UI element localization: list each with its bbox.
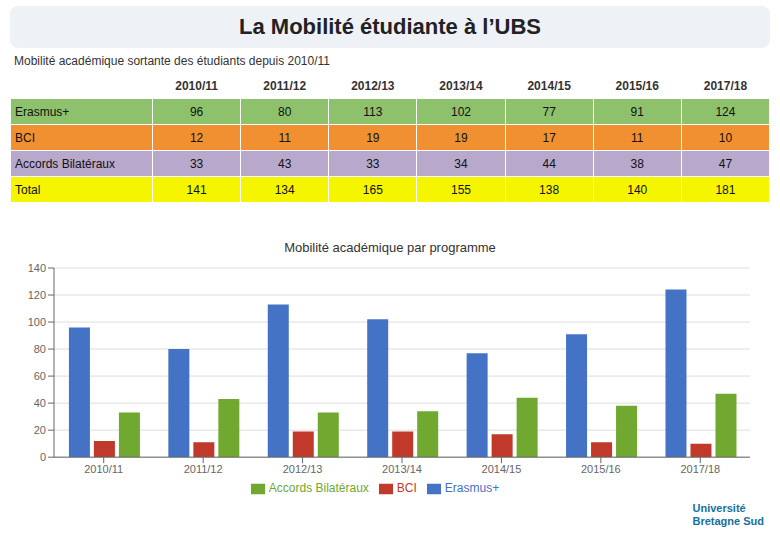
html-text:138: 138: [539, 182, 560, 197]
html-text:38: 38: [630, 156, 644, 171]
svg-text:2017/18: 2017/18: [680, 463, 720, 475]
html-text:19: 19: [366, 130, 380, 145]
svg-text:0: 0: [40, 451, 46, 463]
html-text:11: 11: [278, 130, 291, 145]
html-text:Mobilité académique par progra: Mobilité académique par programme: [284, 240, 496, 255]
svg-text:120: 120: [28, 289, 46, 301]
html-text:Université Bretagne Sud: Université Bretagne Sud: [692, 502, 764, 527]
html-text:BCI: BCI: [15, 130, 35, 145]
html-text:La Mobilité étudiante à l’UBS: La Mobilité étudiante à l’UBS: [239, 14, 541, 39]
html-text:2013/14: 2013/14: [439, 79, 483, 93]
html-text:47: 47: [718, 156, 733, 171]
html-text:Accords Bilatéraux: Accords Bilatéraux: [15, 156, 115, 171]
html-text:181: 181: [715, 182, 736, 197]
html-text:91: 91: [630, 104, 644, 119]
html-text:113: 113: [363, 104, 383, 119]
html-text:165: 165: [362, 182, 383, 197]
svg-text:2012/13: 2012/13: [283, 463, 323, 475]
html-text:34: 34: [454, 156, 468, 171]
svg-text:60: 60: [34, 370, 46, 382]
html-text:134: 134: [274, 182, 295, 197]
html-text:Accords Bilatéraux: Accords Bilatéraux: [268, 481, 369, 496]
html-text:2012/13: 2012/13: [351, 79, 395, 93]
svg-text:40: 40: [34, 397, 46, 409]
html-text:102: 102: [451, 104, 471, 119]
html-text:43: 43: [278, 156, 292, 171]
html-text:96: 96: [189, 104, 204, 119]
svg-text:20: 20: [34, 424, 46, 436]
html-text:2017/18: 2017/18: [703, 79, 748, 93]
html-text:155: 155: [451, 182, 471, 197]
html-text:12: 12: [189, 130, 204, 145]
html-text:Total: Total: [15, 182, 41, 197]
html-text:2015/16: 2015/16: [615, 79, 659, 93]
html-text:BCI: BCI: [396, 481, 417, 496]
html-text:140: 140: [627, 182, 648, 197]
html-text:77: 77: [542, 104, 556, 119]
svg-text:2013/14: 2013/14: [382, 463, 422, 475]
svg-text:2015/16: 2015/16: [581, 463, 621, 475]
html-text:33: 33: [366, 156, 380, 171]
html-text:17: 17: [542, 130, 556, 145]
html-text:2014/15: 2014/15: [527, 79, 571, 93]
html-text:80: 80: [278, 104, 292, 119]
html-text:11: 11: [631, 130, 644, 145]
html-text:33: 33: [189, 156, 204, 171]
html-text:44: 44: [542, 156, 556, 171]
html-text:124: 124: [715, 104, 736, 119]
html-text:2010/11: 2010/11: [175, 79, 218, 93]
html-text:19: 19: [454, 130, 468, 145]
html-text:Mobilité académique sortante d: Mobilité académique sortante des étudian…: [14, 54, 330, 68]
svg-text:140: 140: [28, 262, 46, 274]
html-text:Erasmus+: Erasmus+: [444, 481, 500, 496]
html-text:2011/12: 2011/12: [263, 79, 307, 93]
svg-text:80: 80: [34, 343, 46, 355]
html-text:10: 10: [718, 130, 733, 145]
svg-text:2010/11: 2010/11: [84, 463, 123, 475]
svg-text:2011/12: 2011/12: [184, 463, 223, 475]
svg-text:100: 100: [28, 316, 46, 328]
svg-text:2014/15: 2014/15: [482, 463, 522, 475]
html-text:141: 141: [186, 182, 207, 197]
html-text:Erasmus+: Erasmus+: [15, 104, 70, 119]
